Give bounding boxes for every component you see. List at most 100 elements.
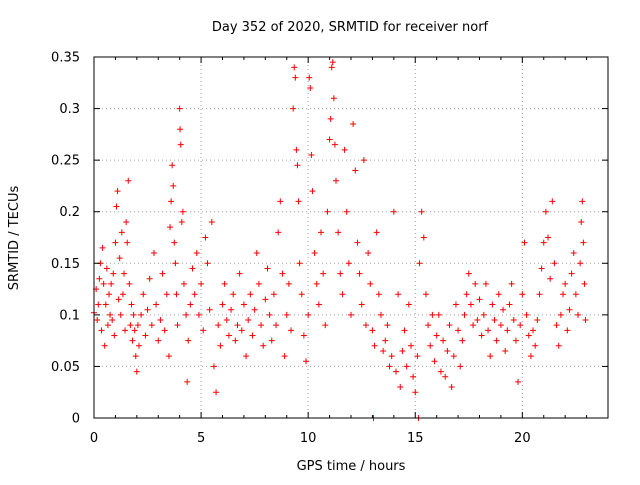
data-point-marker [422, 291, 429, 298]
data-point-marker [206, 306, 213, 313]
data-point-marker [96, 275, 103, 282]
data-point-marker [307, 84, 314, 91]
data-point-marker [100, 280, 107, 287]
data-point-marker [260, 342, 267, 349]
x-tick-label: 0 [90, 431, 98, 446]
data-point-marker [134, 322, 141, 329]
data-point-marker [420, 234, 427, 241]
data-point-marker [99, 244, 106, 251]
data-point-marker [329, 59, 336, 66]
data-point-marker [354, 239, 361, 246]
grid-layer [94, 57, 608, 418]
y-tick-label: 0 [72, 412, 80, 427]
data-point-marker [253, 249, 260, 256]
data-point-marker [521, 239, 528, 246]
data-point-marker [288, 327, 295, 334]
data-point-marker [508, 280, 515, 287]
data-point-marker [157, 317, 164, 324]
data-point-marker [572, 291, 579, 298]
data-point-marker [474, 317, 481, 324]
data-point-marker [504, 327, 511, 334]
data-point-marker [98, 327, 105, 334]
data-point-marker [551, 260, 558, 267]
data-point-marker [148, 322, 155, 329]
data-point-marker [292, 74, 299, 81]
data-point-marker [208, 219, 215, 226]
data-point-marker [178, 219, 185, 226]
data-point-marker [536, 291, 543, 298]
data-point-marker [165, 353, 172, 360]
data-point-marker [255, 280, 262, 287]
data-point-marker [472, 280, 479, 287]
data-point-marker [386, 363, 393, 370]
data-point-marker [382, 337, 389, 344]
data-point-marker [180, 280, 187, 287]
data-point-marker [184, 378, 191, 385]
data-point-marker [527, 353, 534, 360]
chart-title: Day 352 of 2020, SRMTID for receiver nor… [212, 20, 489, 35]
data-point-marker [132, 353, 139, 360]
data-point-marker [322, 322, 329, 329]
data-point-marker [333, 177, 340, 184]
data-point-marker [225, 332, 232, 339]
data-point-marker [579, 198, 586, 205]
data-point-marker [108, 280, 115, 287]
data-point-marker [581, 280, 588, 287]
data-point-marker [298, 291, 305, 298]
data-point-marker [247, 291, 254, 298]
data-point-marker [215, 322, 222, 329]
data-point-marker [538, 265, 545, 272]
data-point-marker [371, 342, 378, 349]
data-point-marker [555, 342, 562, 349]
data-point-marker [179, 208, 186, 215]
data-point-marker [534, 317, 541, 324]
data-point-marker [557, 311, 564, 318]
data-point-marker [111, 332, 118, 339]
ticks-layer: 0 0.05 0.1 0.15 0.2 0.25 0.3 0.35 0 5 10 15 20 [51, 51, 609, 446]
data-point-marker [506, 301, 513, 308]
data-point-marker [487, 353, 494, 360]
data-point-marker [187, 301, 194, 308]
data-point-marker [470, 322, 477, 329]
data-point-marker [193, 249, 200, 256]
data-point-marker [249, 332, 256, 339]
data-point-marker [515, 378, 522, 385]
x-tick-label: 5 [197, 431, 205, 446]
data-point-marker [356, 270, 363, 277]
data-point-marker [485, 327, 492, 334]
data-point-marker [258, 322, 265, 329]
data-point-marker [173, 291, 180, 298]
data-point-marker [309, 188, 316, 195]
data-point-marker [268, 337, 275, 344]
data-point-marker [365, 249, 372, 256]
data-point-marker [120, 270, 127, 277]
data-point-marker [240, 301, 247, 308]
data-point-marker [446, 322, 453, 329]
data-point-marker [512, 337, 519, 344]
data-point-marker [95, 301, 102, 308]
data-point-marker [303, 358, 310, 365]
data-point-marker [176, 105, 183, 112]
data-point-marker [315, 301, 322, 308]
data-point-marker [204, 260, 211, 267]
data-point-marker [285, 280, 292, 287]
data-point-marker [275, 229, 282, 236]
data-point-marker [525, 332, 532, 339]
data-point-marker [101, 342, 108, 349]
y-axis-label: SRMTID / TECUs [7, 186, 22, 291]
data-point-marker [296, 260, 303, 267]
data-point-marker [133, 368, 140, 375]
data-point-marker [489, 301, 496, 308]
data-point-marker [461, 311, 468, 318]
data-point-marker [570, 249, 577, 256]
data-point-marker [367, 280, 374, 287]
data-point-marker [532, 342, 539, 349]
data-point-marker [429, 311, 436, 318]
data-point-marker [114, 188, 121, 195]
data-point-marker [502, 347, 509, 354]
data-point-marker [113, 203, 120, 210]
data-point-marker [117, 311, 124, 318]
data-point-marker [163, 291, 170, 298]
data-point-marker [223, 317, 230, 324]
